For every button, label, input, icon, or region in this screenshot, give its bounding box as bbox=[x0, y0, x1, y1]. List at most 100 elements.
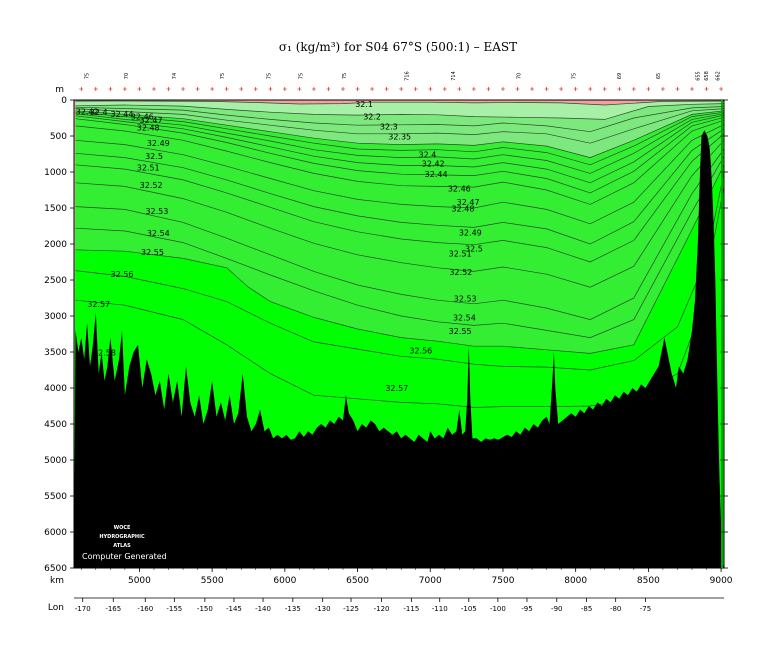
grid-cross bbox=[428, 87, 433, 91]
grid-cross bbox=[137, 87, 142, 91]
lon-tick-label: -140 bbox=[255, 605, 271, 613]
station-label: 70 bbox=[516, 73, 522, 79]
y-axis-label: m bbox=[55, 85, 64, 95]
grid-cross bbox=[79, 87, 84, 91]
grid-cross bbox=[413, 87, 418, 91]
grid-cross bbox=[253, 87, 258, 91]
contour-label: 32.48 bbox=[452, 205, 475, 214]
station-label: 662 bbox=[716, 71, 722, 81]
contour-32.1 bbox=[75, 100, 724, 106]
lon-tick-label: -75 bbox=[640, 605, 651, 613]
x-tick-label: 7000 bbox=[419, 576, 442, 586]
x-tick-label: 8000 bbox=[564, 576, 587, 586]
station-label: 65 bbox=[656, 73, 662, 79]
lon-tick-label: -105 bbox=[461, 605, 477, 613]
y-tick-label: 6500 bbox=[44, 564, 67, 574]
contour-32.47 bbox=[75, 116, 725, 194]
grid-cross bbox=[559, 87, 564, 91]
bottom-topography bbox=[74, 130, 724, 568]
contour-32.53 bbox=[75, 148, 725, 320]
station-label: 75 bbox=[220, 73, 226, 79]
grid-cross bbox=[660, 87, 665, 91]
grid-cross bbox=[384, 87, 389, 91]
lon-axis-label: Lon bbox=[48, 603, 64, 613]
contour-label: 32.53 bbox=[145, 207, 168, 216]
y-tick-label: 4000 bbox=[44, 384, 67, 394]
contour-32.48 bbox=[75, 119, 725, 205]
grid-cross bbox=[210, 87, 215, 91]
contour-lines bbox=[75, 100, 725, 408]
station-label: 75 bbox=[342, 73, 348, 79]
lon-tick-label: -160 bbox=[137, 605, 153, 613]
lon-tick-label: -100 bbox=[490, 605, 506, 613]
grid-cross bbox=[617, 87, 622, 91]
contour-label: 32.5 bbox=[465, 244, 483, 253]
contour-32.2 bbox=[75, 103, 725, 120]
x-tick-label: 6000 bbox=[273, 576, 296, 586]
y-tick-label: 3500 bbox=[44, 348, 67, 358]
grid-cross bbox=[341, 87, 346, 91]
contour-label: 32.47 bbox=[140, 116, 163, 125]
station-label: 74 bbox=[172, 73, 178, 79]
grid-cross bbox=[530, 87, 535, 91]
contour-32.52 bbox=[75, 140, 725, 288]
contour-32.46 bbox=[75, 114, 725, 184]
grid-cross bbox=[646, 87, 651, 91]
contour-label: 32.51 bbox=[137, 164, 160, 173]
lon-tick-label: -155 bbox=[166, 605, 182, 613]
logo-line-3: ATLAS bbox=[113, 543, 131, 549]
grid-cross bbox=[588, 87, 593, 91]
x-tick-label: 6500 bbox=[346, 576, 369, 586]
lon-tick-label: -95 bbox=[521, 605, 532, 613]
grid-cross bbox=[122, 87, 127, 91]
contour-label: 32.56 bbox=[111, 270, 134, 279]
grid-cross bbox=[268, 87, 273, 91]
lon-tick-label: -120 bbox=[374, 605, 390, 613]
station-label: 70 bbox=[124, 73, 130, 79]
y-tick-label: 500 bbox=[50, 132, 67, 142]
y-tick-label: 5500 bbox=[44, 492, 67, 502]
y-tick-label: 0 bbox=[61, 96, 67, 106]
plot-frame bbox=[73, 99, 725, 569]
lon-tick-label: -85 bbox=[581, 605, 592, 613]
y-tick-label: 4500 bbox=[44, 420, 67, 430]
computer-generated-label: Computer Generated bbox=[82, 552, 167, 561]
y-tick-label: 1000 bbox=[44, 168, 67, 178]
contour-32.49 bbox=[75, 124, 725, 225]
contour-label: 32.55 bbox=[449, 327, 472, 336]
grid-cross bbox=[282, 87, 287, 91]
grid-cross bbox=[500, 87, 505, 91]
contour-label: 32.55 bbox=[141, 248, 164, 257]
contour-label: 32.51 bbox=[449, 249, 472, 258]
contour-label: 32.48 bbox=[137, 123, 160, 132]
contour-label: 32.57 bbox=[87, 300, 110, 309]
y-axis-ticks: 0 500 1000 1500 2000 2500 3000 3500 4000 4500 5000… bbox=[44, 96, 728, 574]
contour-32.5 bbox=[75, 128, 725, 245]
grid-cross bbox=[675, 87, 680, 91]
contour-label: 32.5 bbox=[145, 152, 163, 161]
contour-32.35 bbox=[75, 108, 725, 144]
grid-cross bbox=[602, 87, 607, 91]
contour-label: 32.58 bbox=[93, 349, 116, 358]
grid-cross bbox=[399, 87, 404, 91]
lon-tick-label: -80 bbox=[610, 605, 621, 613]
station-label: 75 bbox=[572, 73, 578, 79]
contour-32.4 bbox=[75, 110, 725, 158]
grid-cross bbox=[166, 87, 171, 91]
contour-label: 32.3 bbox=[380, 123, 398, 132]
lon-tick-label: -125 bbox=[343, 605, 359, 613]
station-label: 655 bbox=[695, 71, 701, 81]
grid-cross bbox=[544, 87, 549, 91]
grid-cross bbox=[224, 87, 229, 91]
contour-label: 32.44 bbox=[111, 110, 134, 119]
contour-label: 32.44 bbox=[425, 170, 448, 179]
y-tick-label: 1500 bbox=[44, 204, 67, 214]
contour-label: 32.46 bbox=[448, 185, 471, 194]
lon-tick-label: -170 bbox=[75, 605, 91, 613]
station-label: 658 bbox=[704, 71, 710, 81]
x-tick-label: 5000 bbox=[128, 576, 151, 586]
chart-title: σ₁ (kg/m³) for S04 67°S (500:1) – EAST bbox=[279, 40, 517, 54]
grid-cross bbox=[471, 87, 476, 91]
grid-cross bbox=[486, 87, 491, 91]
